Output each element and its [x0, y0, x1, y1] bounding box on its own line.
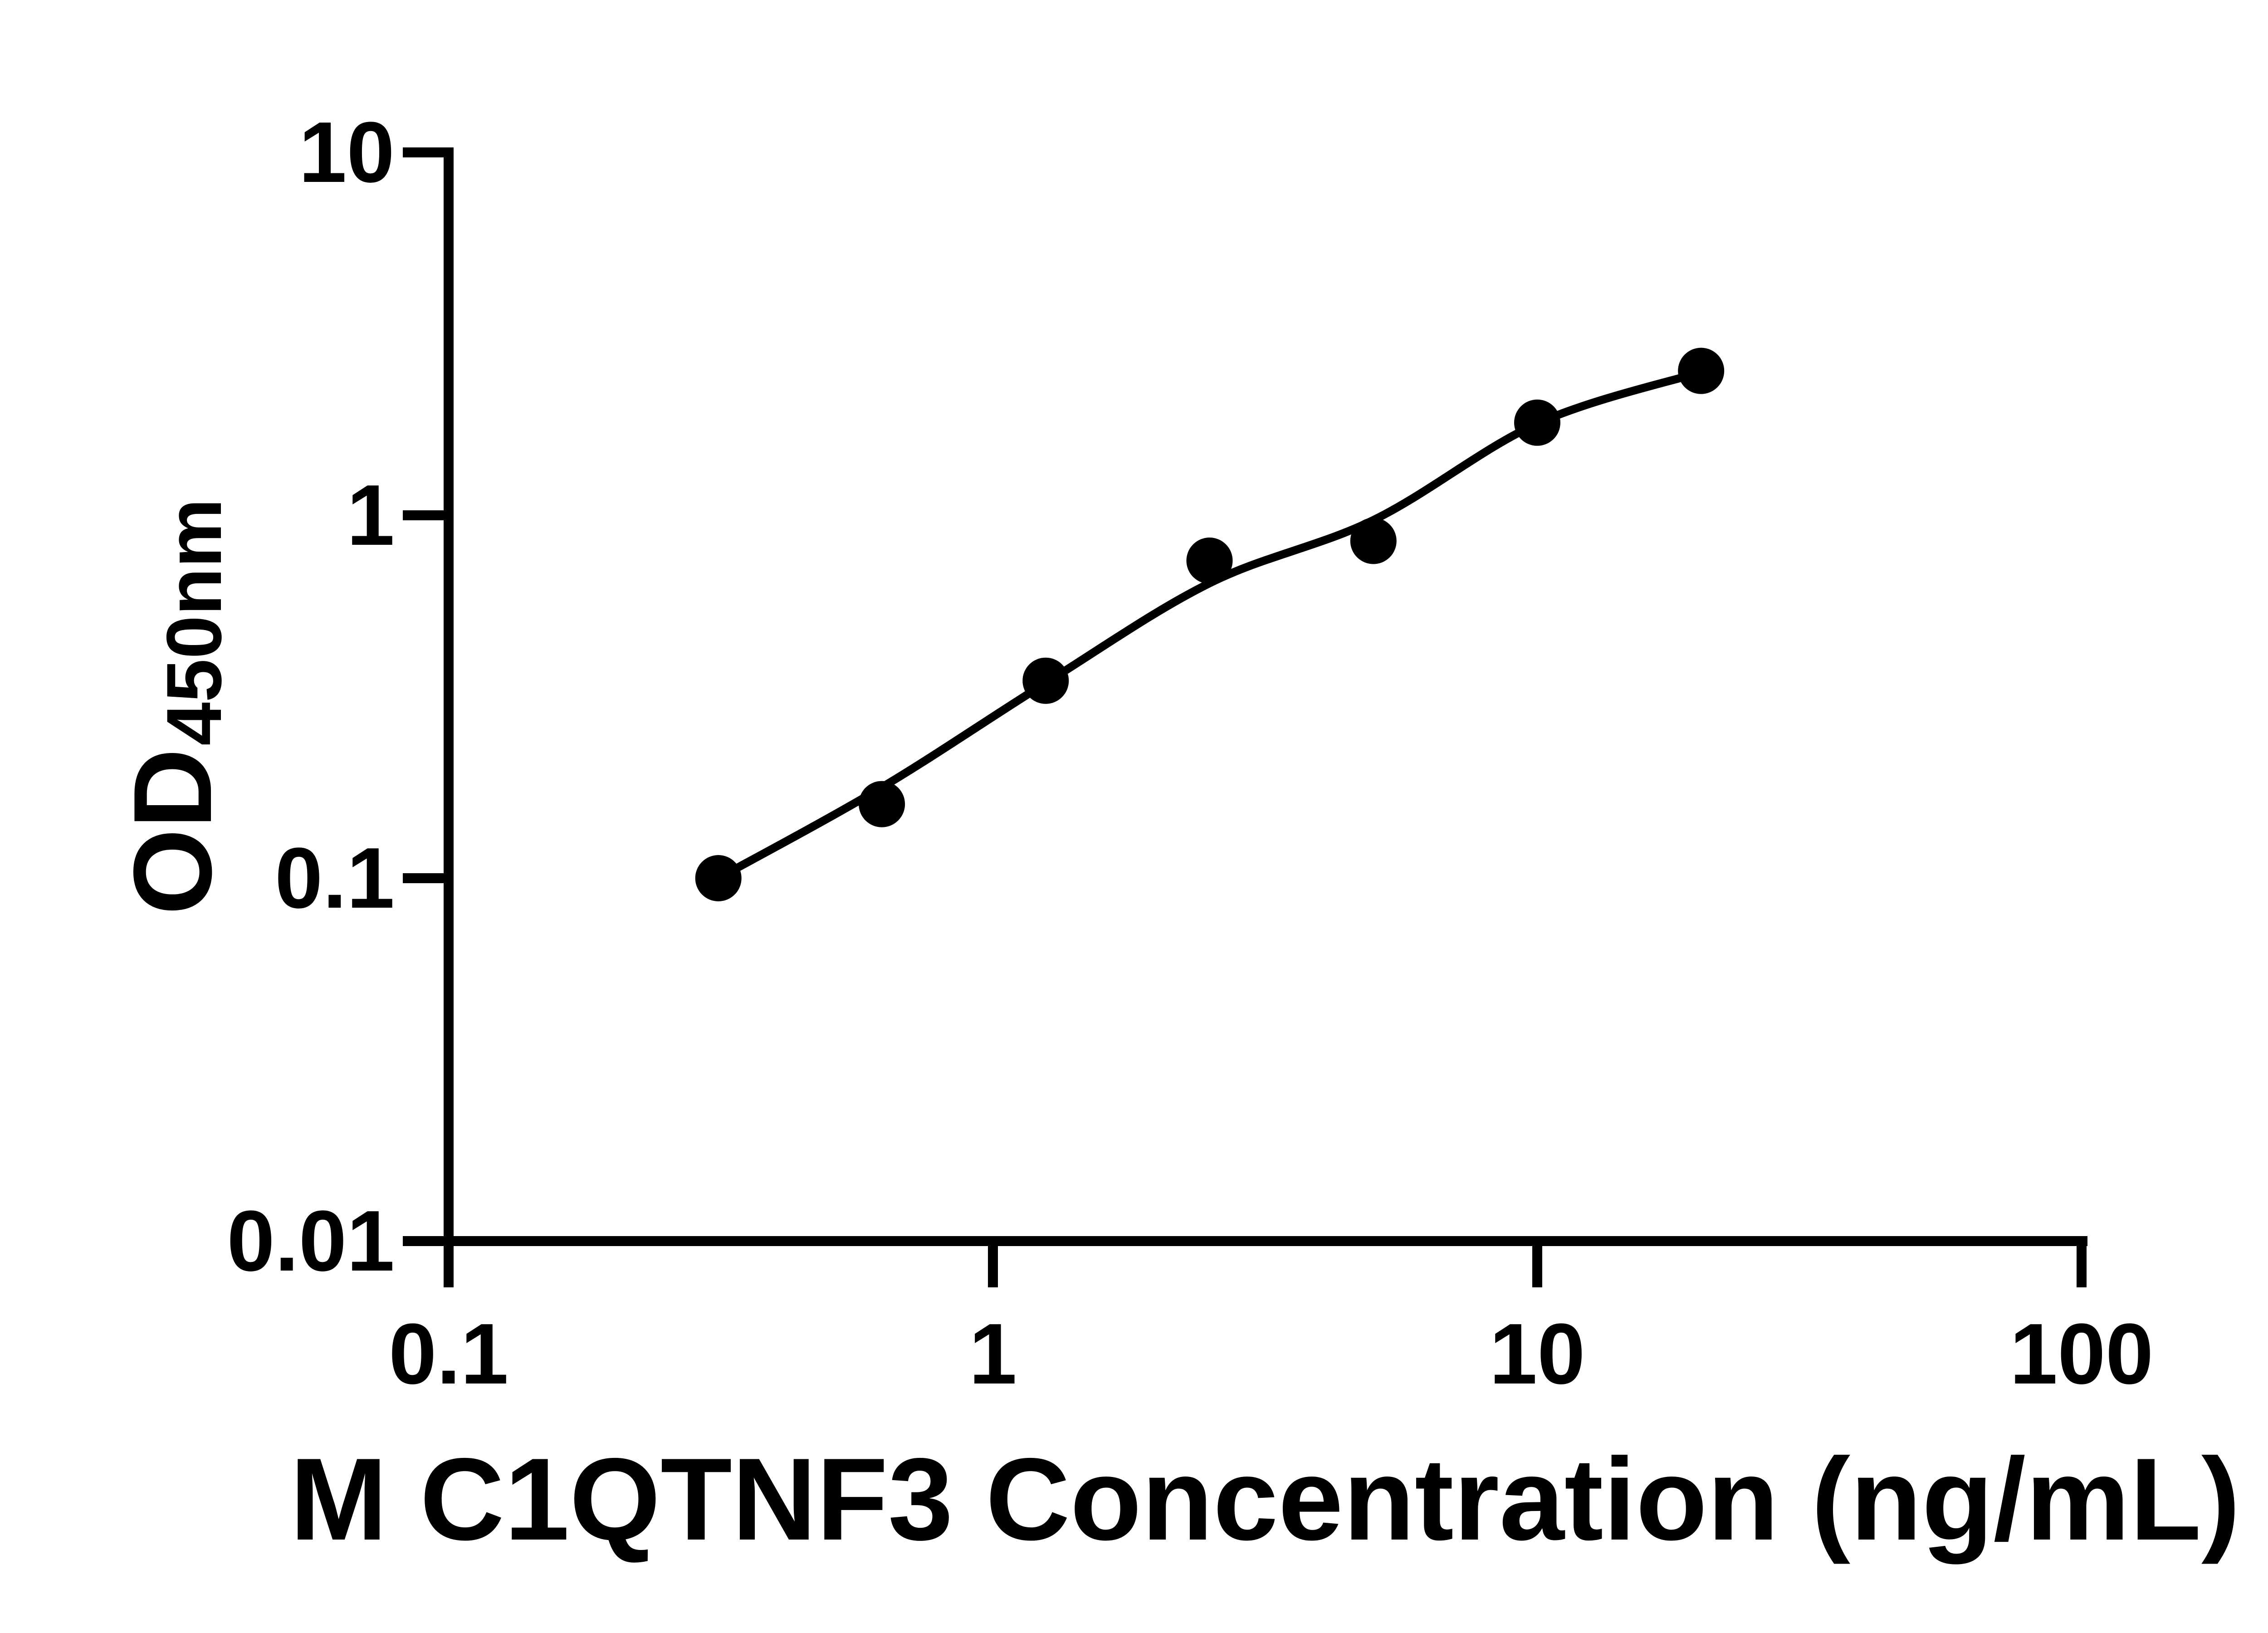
y-axis-title-main: OD — [110, 748, 235, 915]
y-tick-label-10: 10 — [298, 104, 395, 200]
y-tick-label-0.01: 0.01 — [227, 1193, 395, 1289]
x-tick-label-0.1: 0.1 — [388, 1306, 509, 1402]
data-point — [1022, 657, 1069, 704]
y-axis-title-subscript: 450nm — [151, 498, 238, 746]
x-axis-title: M C1QTNF3 Concentration (ng/mL) — [290, 1433, 2240, 1565]
axes — [403, 147, 2087, 1287]
data-points — [695, 347, 1725, 901]
data-point — [1514, 399, 1560, 446]
x-tick-label-1: 1 — [969, 1306, 1017, 1402]
data-point — [695, 855, 742, 901]
data-point — [1186, 538, 1233, 584]
y-tick-label-1: 1 — [347, 467, 395, 563]
data-point — [1678, 347, 1725, 394]
x-tick-label-100: 100 — [2009, 1306, 2154, 1402]
data-point — [1350, 518, 1397, 564]
data-point — [859, 781, 905, 827]
y-tick-label-0.1: 0.1 — [274, 830, 395, 926]
x-tick-label-10: 10 — [1489, 1306, 1585, 1402]
y-axis-title: OD 450nm — [59, 435, 286, 979]
